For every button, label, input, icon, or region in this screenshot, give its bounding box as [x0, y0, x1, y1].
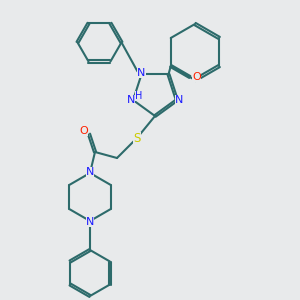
Text: N: N	[127, 95, 135, 105]
Text: S: S	[133, 131, 141, 145]
Text: N: N	[175, 95, 183, 105]
Text: N: N	[86, 217, 94, 227]
Text: N: N	[86, 167, 94, 177]
Text: N: N	[137, 68, 146, 78]
Text: O: O	[80, 126, 88, 136]
Text: O: O	[192, 72, 201, 82]
Text: H: H	[135, 91, 143, 101]
